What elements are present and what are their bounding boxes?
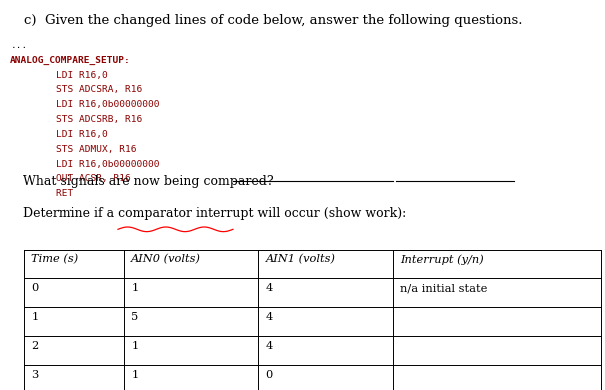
Text: 4: 4 <box>266 341 273 351</box>
Text: 1: 1 <box>131 341 139 351</box>
Text: Determine if a comparator interrupt will occur (show work):: Determine if a comparator interrupt will… <box>23 207 406 220</box>
Text: LDI R16,0: LDI R16,0 <box>10 71 108 80</box>
Text: 2: 2 <box>31 341 39 351</box>
Text: What signals are now being compared?: What signals are now being compared? <box>23 176 273 188</box>
Text: LDI R16,0b00000000: LDI R16,0b00000000 <box>10 160 160 168</box>
Text: STS ADCSRB, R16: STS ADCSRB, R16 <box>10 115 143 124</box>
Text: STS ADCSRA, R16: STS ADCSRA, R16 <box>10 85 143 94</box>
Text: STS ADMUX, R16: STS ADMUX, R16 <box>10 145 137 154</box>
Text: 4: 4 <box>266 283 273 293</box>
Text: 3: 3 <box>31 370 39 380</box>
Text: 1: 1 <box>131 370 139 380</box>
Text: Time (s): Time (s) <box>31 254 79 264</box>
Text: ...: ... <box>10 204 74 213</box>
Text: c)  Given the changed lines of code below, answer the following questions.: c) Given the changed lines of code below… <box>24 14 523 27</box>
Text: LDI R16,0: LDI R16,0 <box>10 130 108 139</box>
Text: 0: 0 <box>266 370 273 380</box>
Text: AIN0 (volts): AIN0 (volts) <box>131 254 201 264</box>
Text: ...: ... <box>10 41 28 50</box>
Text: 1: 1 <box>131 283 139 293</box>
Text: 4: 4 <box>266 312 273 322</box>
Text: Interrupt (y/n): Interrupt (y/n) <box>400 254 483 265</box>
Text: 0: 0 <box>31 283 39 293</box>
Text: OUT ACSR, R16: OUT ACSR, R16 <box>10 174 131 183</box>
Text: LDI R16,0b00000000: LDI R16,0b00000000 <box>10 100 160 109</box>
Text: n/a initial state: n/a initial state <box>400 283 487 293</box>
Text: RET: RET <box>10 189 74 198</box>
Text: AIN1 (volts): AIN1 (volts) <box>266 254 336 264</box>
Text: 5: 5 <box>131 312 139 322</box>
Text: 1: 1 <box>31 312 39 322</box>
Text: ANALOG_COMPARE_SETUP:: ANALOG_COMPARE_SETUP: <box>10 56 131 65</box>
